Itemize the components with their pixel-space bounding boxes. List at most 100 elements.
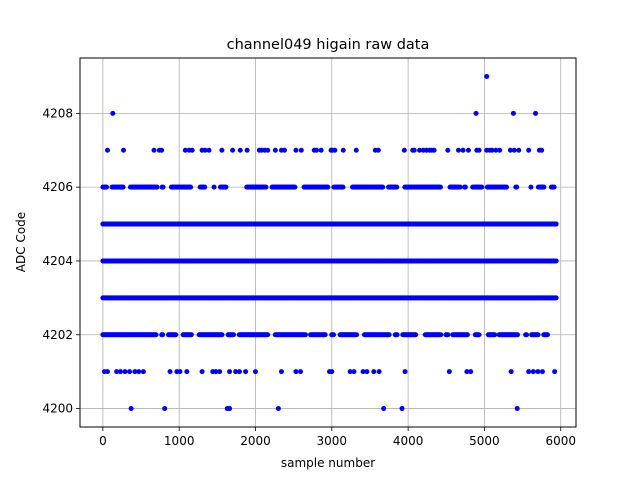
data-point	[329, 369, 335, 375]
data-point	[551, 184, 557, 190]
data-point	[431, 147, 437, 153]
data-point	[438, 332, 444, 338]
data-point	[375, 147, 381, 153]
data-point	[275, 406, 281, 412]
data-point	[445, 147, 451, 153]
data-point	[511, 147, 517, 153]
data-point	[351, 369, 357, 375]
data-point	[110, 110, 116, 116]
data-point	[162, 406, 168, 412]
data-point	[394, 184, 400, 190]
y-tick-label: 4204	[42, 254, 73, 268]
data-point	[376, 369, 382, 375]
chart-title: channel049 higain raw data	[227, 37, 430, 53]
data-point	[464, 369, 470, 375]
data-point	[401, 147, 407, 153]
data-point	[151, 147, 157, 153]
data-point	[206, 147, 212, 153]
data-point	[552, 369, 558, 375]
data-point	[462, 184, 468, 190]
data-point	[128, 406, 134, 412]
data-point	[127, 369, 133, 375]
data-point	[497, 147, 503, 153]
data-point	[381, 406, 387, 412]
data-point	[413, 332, 419, 338]
data-point	[460, 147, 466, 153]
data-point	[437, 184, 443, 190]
data-point	[188, 332, 194, 338]
data-point	[159, 147, 165, 153]
data-point	[524, 332, 530, 338]
data-point	[468, 369, 474, 375]
data-point	[553, 258, 559, 264]
data-point	[132, 369, 138, 375]
data-point	[202, 147, 208, 153]
data-point	[292, 184, 298, 190]
data-point	[199, 369, 205, 375]
data-point	[177, 369, 183, 375]
data-point	[340, 184, 346, 190]
data-point	[293, 147, 299, 153]
data-point	[230, 147, 236, 153]
data-point	[293, 369, 299, 375]
data-point	[243, 369, 249, 375]
data-point	[465, 147, 471, 153]
data-point	[504, 184, 510, 190]
data-point	[136, 369, 142, 375]
data-point	[114, 369, 120, 375]
data-point	[227, 369, 233, 375]
data-points	[100, 73, 559, 412]
data-point	[173, 332, 179, 338]
y-tick-label: 4208	[42, 106, 73, 120]
data-point	[253, 369, 259, 375]
data-point	[514, 184, 520, 190]
y-tick-label: 4200	[42, 402, 73, 416]
data-point	[411, 147, 417, 153]
data-point	[219, 147, 225, 153]
data-point	[539, 369, 545, 375]
data-point	[322, 332, 328, 338]
y-tick-label: 4206	[42, 180, 73, 194]
data-point	[473, 110, 479, 116]
data-point	[445, 332, 451, 338]
data-point	[479, 184, 485, 190]
data-point	[340, 147, 346, 153]
data-point	[455, 147, 461, 153]
data-point	[332, 147, 338, 153]
data-point	[402, 369, 408, 375]
data-point	[371, 369, 377, 375]
data-point	[314, 147, 320, 153]
data-point	[223, 184, 229, 190]
data-point	[446, 369, 452, 375]
data-point	[476, 332, 482, 338]
data-point	[489, 147, 495, 153]
data-point	[272, 147, 278, 153]
data-point	[476, 147, 482, 153]
data-point	[227, 406, 233, 412]
data-point	[530, 369, 536, 375]
data-point	[528, 184, 534, 190]
x-tick-label: 4000	[393, 434, 424, 448]
data-point	[318, 147, 324, 153]
data-point	[508, 369, 514, 375]
x-tick-label: 2000	[240, 434, 271, 448]
data-point	[219, 332, 225, 338]
data-point	[514, 406, 520, 412]
x-tick-label: 5000	[469, 434, 500, 448]
data-point	[457, 184, 463, 190]
data-point	[184, 369, 190, 375]
data-point	[104, 369, 110, 375]
data-point	[535, 369, 541, 375]
data-point	[484, 73, 490, 79]
data-point	[360, 369, 366, 375]
data-point	[493, 147, 499, 153]
data-point	[217, 369, 223, 375]
data-point	[231, 332, 237, 338]
data-point	[354, 332, 360, 338]
data-point	[298, 369, 304, 375]
data-point	[510, 110, 516, 116]
data-point	[492, 332, 498, 338]
data-point	[533, 110, 539, 116]
data-point	[539, 147, 545, 153]
